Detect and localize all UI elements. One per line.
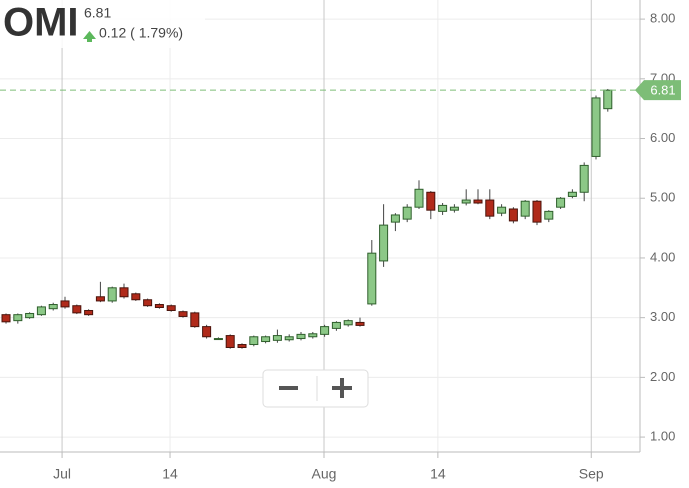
candle-body [48, 304, 58, 310]
candle-body [508, 208, 518, 222]
y-tick-label: 6.00 [650, 130, 675, 145]
header-change: 0.12 ( 1.79%) [99, 25, 183, 41]
candle-body [438, 204, 448, 212]
candle-body [154, 304, 164, 309]
candle-body [202, 326, 212, 338]
candle-body [261, 336, 271, 343]
x-tick-label: Sep [579, 466, 604, 482]
candle-body [544, 210, 554, 220]
candle-body [249, 336, 259, 346]
candle-body [119, 287, 129, 298]
candle-body [343, 320, 353, 326]
zoom-control [262, 369, 369, 408]
candle-body [84, 309, 94, 316]
candle-body [603, 89, 613, 110]
candle-body [367, 252, 377, 305]
candle-body [213, 338, 223, 341]
candle-body [237, 344, 247, 349]
candle-body [461, 199, 471, 204]
candle-body [95, 296, 105, 302]
candle-body [308, 333, 318, 338]
candle-body [13, 314, 23, 322]
x-tick-label: Aug [312, 466, 337, 482]
symbol: OMI [3, 1, 79, 45]
candle-body [225, 335, 235, 349]
candle-body [272, 335, 282, 341]
candle-body [449, 206, 459, 211]
x-tick-label: 14 [430, 466, 446, 482]
candle-body [178, 311, 188, 317]
last-price-label: 6.81 [650, 83, 675, 98]
candle-body [72, 305, 82, 314]
zoom-out-button[interactable] [279, 386, 298, 390]
candle-body [402, 206, 412, 220]
x-tick-label: Jul [53, 466, 71, 482]
candle-body [556, 197, 566, 208]
y-tick-label: 1.00 [650, 429, 675, 444]
candle-body [414, 188, 424, 208]
candle-body [567, 191, 577, 197]
candle-body [131, 293, 141, 301]
candle-body [107, 287, 117, 302]
candle-body [591, 97, 601, 157]
candle-body [426, 191, 436, 211]
y-tick-label: 5.00 [650, 190, 675, 205]
candle-body [473, 199, 483, 204]
candle-body [390, 214, 400, 223]
header-background [0, 0, 205, 48]
last-price-tag [635, 80, 681, 101]
candle-body [320, 326, 330, 335]
candle-body [284, 336, 294, 341]
candle-body [520, 200, 530, 217]
y-tick-label: 2.00 [650, 369, 675, 384]
zoom-in-button[interactable] [332, 378, 352, 398]
candle-body [36, 306, 46, 316]
candle-body [532, 200, 542, 223]
up-arrow [83, 31, 96, 42]
candle-body [1, 314, 11, 323]
y-tick-label: 8.00 [650, 11, 675, 26]
candle-body [485, 199, 495, 217]
candle-body [579, 164, 589, 193]
candle-body [166, 305, 176, 311]
candle-body [190, 312, 200, 328]
candle-body [331, 321, 341, 329]
candle-body [25, 312, 35, 319]
candle-body [355, 321, 365, 326]
candle-body [296, 333, 306, 340]
y-tick-label: 4.00 [650, 249, 675, 264]
zoom-box [262, 369, 369, 408]
candle-body [60, 300, 70, 308]
header-price: 6.81 [84, 5, 111, 21]
y-tick-label: 3.00 [650, 309, 675, 324]
x-tick-label: 14 [162, 466, 178, 482]
candle-body [143, 299, 153, 307]
candle-body [379, 224, 389, 262]
candle-body [497, 206, 507, 214]
